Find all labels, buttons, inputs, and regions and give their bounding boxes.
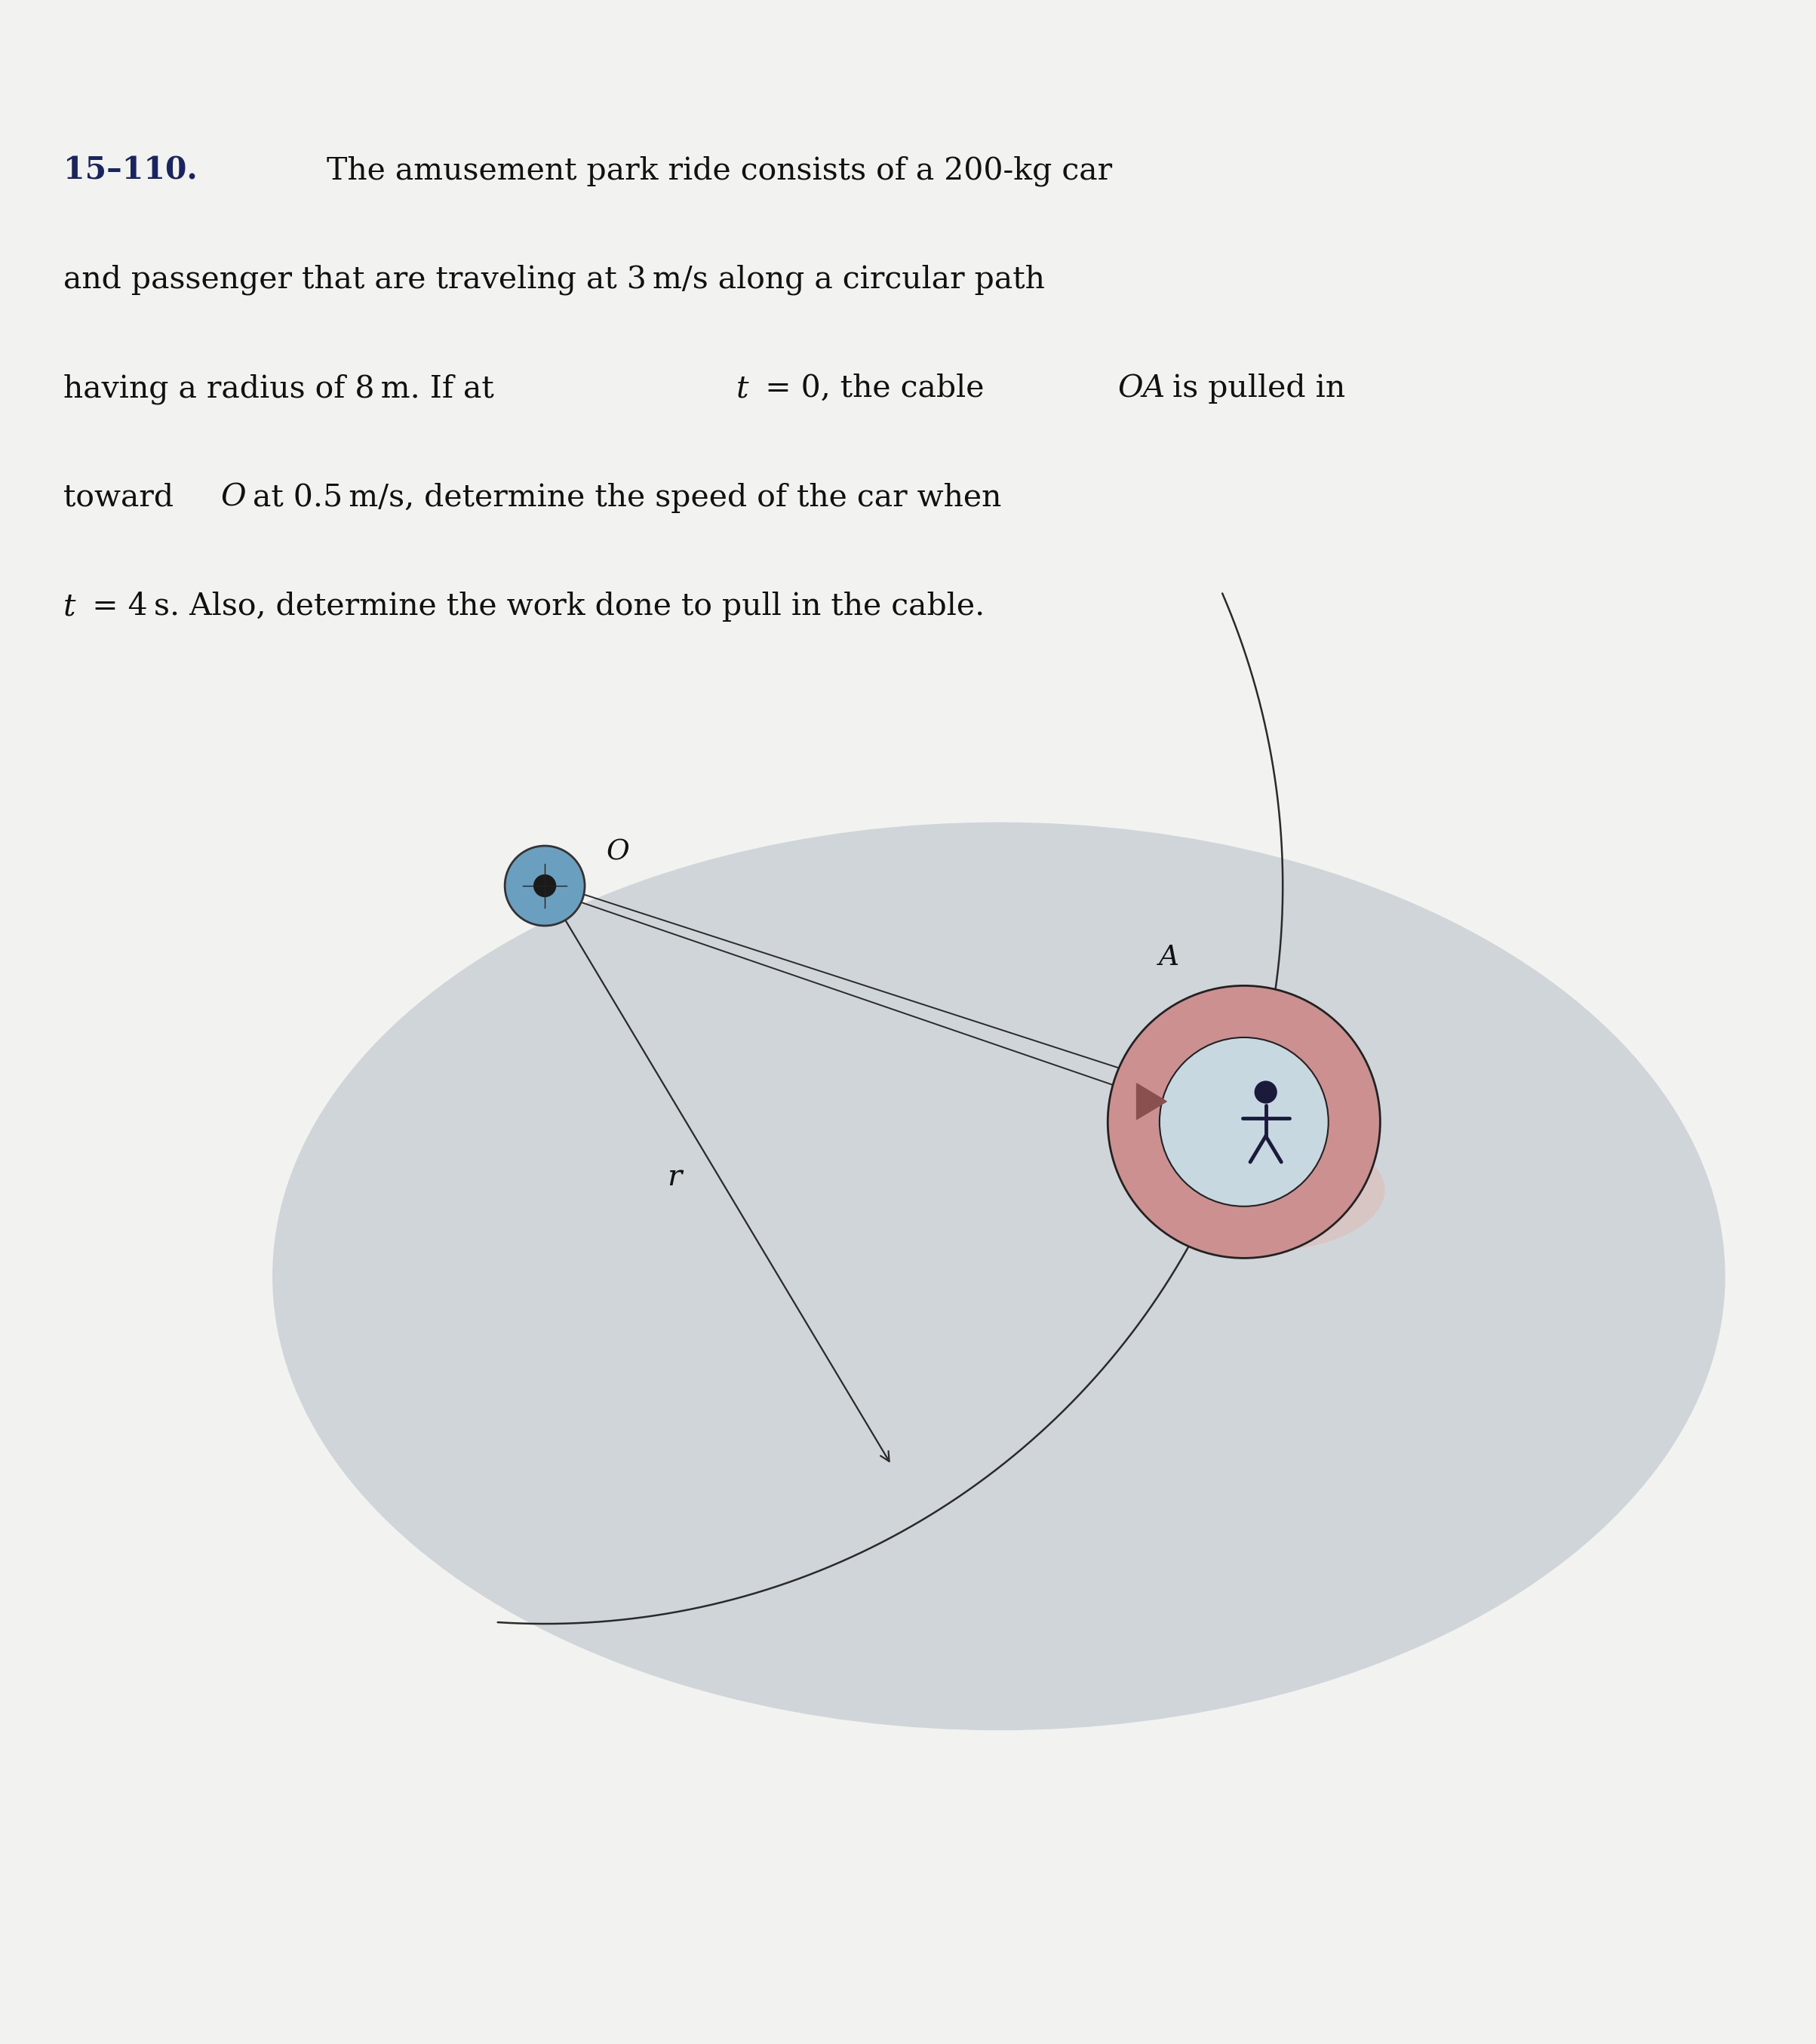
Text: O: O — [220, 482, 245, 513]
Text: = 4 s. Also, determine the work done to pull in the cable.: = 4 s. Also, determine the work done to … — [85, 591, 984, 621]
Text: OA: OA — [1117, 374, 1166, 405]
Circle shape — [1255, 1081, 1277, 1104]
Text: 15–110.: 15–110. — [64, 155, 198, 186]
Circle shape — [1159, 1038, 1329, 1206]
Ellipse shape — [272, 822, 1725, 1731]
Text: r: r — [666, 1163, 681, 1192]
Circle shape — [534, 875, 556, 897]
Circle shape — [1108, 985, 1380, 1259]
Circle shape — [505, 846, 585, 926]
Text: O: O — [607, 838, 630, 867]
Text: The amusement park ride consists of a 200-kg car: The amusement park ride consists of a 20… — [327, 155, 1113, 186]
Text: and passenger that are traveling at 3 m/s along a circular path: and passenger that are traveling at 3 m/… — [64, 264, 1044, 294]
Text: t: t — [64, 591, 76, 621]
Text: at 0.5 m/s, determine the speed of the car when: at 0.5 m/s, determine the speed of the c… — [243, 482, 1001, 513]
Text: A: A — [1159, 944, 1179, 971]
Text: toward: toward — [64, 482, 183, 513]
Text: having a radius of 8 m. If at: having a radius of 8 m. If at — [64, 374, 505, 405]
Text: t: t — [737, 374, 748, 405]
Text: is pulled in: is pulled in — [1162, 374, 1346, 405]
Polygon shape — [1137, 1083, 1166, 1120]
Ellipse shape — [1140, 1128, 1386, 1251]
Text: = 0, the cable: = 0, the cable — [759, 374, 993, 405]
